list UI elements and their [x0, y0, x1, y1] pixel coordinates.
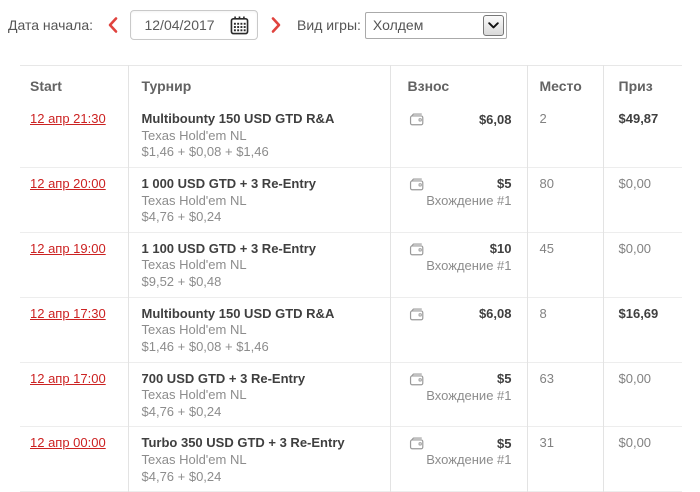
tournament-game: Texas Hold'em NL — [141, 452, 247, 467]
place-value: 63 — [539, 370, 554, 386]
place-value: 80 — [539, 175, 554, 191]
prize-value: $0,00 — [618, 435, 652, 451]
entry-label: Вхождение #1 — [426, 387, 512, 403]
table-row: 12 апр 17:00 700 USD GTD + 3 Re-Entry Te… — [20, 362, 682, 427]
table-row: 12 апр 17:30 Multibounty 150 USD GTD R&A… — [20, 297, 682, 362]
start-time-link[interactable]: 12 апр 20:00 — [30, 175, 106, 191]
tournament-game: Texas Hold'em NL — [141, 257, 247, 273]
start-time-link[interactable]: 12 апр 00:00 — [30, 435, 106, 451]
column-header-prize: Приз — [602, 65, 682, 103]
start-time-link[interactable]: 12 апр 17:00 — [30, 370, 106, 386]
calendar-button[interactable] — [228, 14, 251, 37]
tournament-game: Texas Hold'em NL — [141, 322, 247, 338]
next-date-button[interactable] — [268, 14, 284, 36]
buyin-amount: $5 — [497, 371, 512, 386]
wallet-icon — [408, 176, 425, 192]
prize-value: $49,87 — [618, 111, 659, 126]
table-row: 12 апр 20:00 1 000 USD GTD + 3 Re-Entry … — [20, 167, 682, 233]
tournament-name: Multibounty 150 USD GTD R&A — [141, 111, 335, 126]
chevron-right-icon — [270, 16, 282, 34]
buyin-amount: $10 — [489, 241, 512, 257]
game-type-label: Вид игры: — [297, 17, 361, 33]
buyin-amount: $6,08 — [478, 306, 512, 322]
tournament-game: Texas Hold'em NL — [141, 192, 247, 208]
tournament-name: Turbo 350 USD GTD + 3 Re-Entry — [141, 435, 345, 451]
entry-label: Вхождение #1 — [426, 257, 512, 273]
prize-value: $0,00 — [618, 240, 652, 256]
tournament-fee-detail: $4,76 + $0,24 — [141, 403, 222, 419]
tournament-fee-detail: $4,76 + $0,24 — [141, 209, 222, 225]
tournament-name: 700 USD GTD + 3 Re-Entry — [141, 370, 306, 386]
start-date-value: 12/04/2017 — [144, 17, 215, 33]
tournament-fee-detail: $9,52 + $0,48 — [141, 274, 222, 289]
tournament-name: Multibounty 150 USD GTD R&A — [141, 305, 335, 321]
table-row: 12 апр 19:00 1 100 USD GTD + 3 Re-Entry … — [20, 232, 682, 298]
start-date-label: Дата начала: — [8, 17, 94, 33]
tournament-game: Texas Hold'em NL — [141, 387, 247, 403]
start-time-link[interactable]: 12 апр 17:30 — [30, 305, 106, 321]
tournaments-table: Start Турнир Взнос Место Приз 12 апр 21:… — [20, 65, 682, 492]
filter-bar: Дата начала: 12/04/2017 — [0, 0, 700, 44]
start-date-input[interactable]: 12/04/2017 — [130, 10, 259, 40]
wallet-icon — [408, 371, 425, 387]
prize-value: $0,00 — [618, 370, 652, 386]
prize-value: $16,69 — [618, 305, 659, 321]
chevron-left-icon — [107, 16, 119, 34]
buyin-amount: $6,08 — [478, 111, 512, 127]
place-value: 31 — [539, 435, 554, 451]
calendar-icon — [228, 14, 251, 37]
table-row: 12 апр 21:30 Multibounty 150 USD GTD R&A… — [20, 103, 682, 168]
prev-date-button[interactable] — [105, 14, 121, 36]
game-type-value: Холдем — [372, 17, 424, 33]
tournament-game: Texas Hold'em NL — [141, 127, 247, 143]
column-header-buyin: Взнос — [389, 65, 527, 103]
start-time-link[interactable]: 12 апр 21:30 — [30, 111, 106, 126]
wallet-icon — [408, 111, 425, 127]
buyin-amount: $5 — [497, 176, 512, 192]
entry-label: Вхождение #1 — [426, 452, 512, 468]
buyin-amount: $5 — [497, 435, 512, 451]
tournament-name: 1 000 USD GTD + 3 Re-Entry — [141, 175, 316, 191]
tournament-name: 1 100 USD GTD + 3 Re-Entry — [141, 240, 316, 256]
wallet-icon — [408, 435, 425, 451]
tournament-fee-detail: $1,46 + $0,08 + $1,46 — [141, 144, 269, 160]
table-row: 12 апр 00:00 Turbo 350 USD GTD + 3 Re-En… — [20, 426, 682, 492]
place-value: 45 — [539, 240, 554, 256]
chevron-down-icon — [482, 14, 504, 36]
tournament-fee-detail: $4,76 + $0,24 — [141, 468, 222, 484]
entry-label: Вхождение #1 — [426, 192, 512, 208]
table-header-row: Start Турнир Взнос Место Приз — [20, 65, 682, 103]
prize-value: $0,00 — [618, 175, 652, 191]
column-header-place: Место — [526, 65, 603, 103]
column-header-tournament: Турнир — [127, 65, 390, 103]
game-type-select[interactable]: Холдем — [364, 11, 507, 39]
wallet-icon — [408, 306, 425, 322]
column-header-start: Start — [30, 78, 62, 94]
tournament-fee-detail: $1,46 + $0,08 + $1,46 — [141, 338, 269, 354]
place-value: 2 — [539, 111, 547, 126]
start-time-link[interactable]: 12 апр 19:00 — [30, 240, 106, 256]
wallet-icon — [408, 241, 425, 257]
place-value: 8 — [539, 305, 547, 321]
